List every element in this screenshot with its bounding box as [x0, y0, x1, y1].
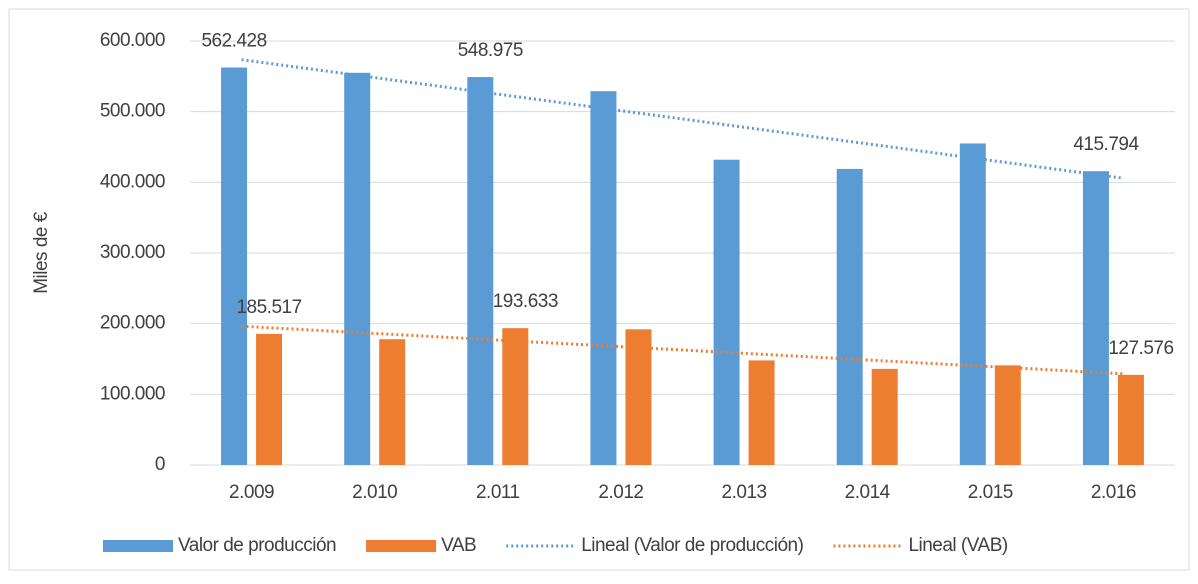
x-tick-label: 2.015 [968, 482, 1013, 503]
data-label: 193.633 [493, 291, 558, 312]
bar [748, 360, 775, 465]
y-tick-label: 0 [155, 454, 165, 475]
bar [467, 77, 494, 465]
y-tick-label: 300.000 [100, 242, 165, 263]
x-tick-label: 2.009 [229, 482, 274, 503]
legend-label: VAB [441, 535, 476, 556]
legend-label: Valor de producción [178, 535, 336, 556]
legend-swatch [366, 540, 437, 552]
bar [625, 329, 652, 465]
x-tick-label: 2.010 [352, 482, 397, 503]
bar [379, 339, 406, 465]
bar [1082, 171, 1109, 465]
legend-label: Lineal (VAB) [908, 535, 1007, 556]
y-tick-label: 100.000 [100, 383, 165, 404]
x-tick-label: 2.016 [1091, 482, 1136, 503]
y-tick-label: 500.000 [100, 101, 165, 122]
bar [1117, 374, 1144, 465]
x-tick-label: 2.014 [845, 482, 891, 503]
bar [221, 67, 248, 466]
y-axis-label: Miles de € [31, 211, 52, 294]
trendline [241, 324, 1124, 376]
data-label: 548.975 [458, 40, 523, 61]
bar [994, 365, 1021, 465]
y-tick-label: 400.000 [100, 171, 165, 192]
bar [959, 143, 986, 465]
x-tick-label: 2.013 [722, 482, 767, 503]
bar [590, 91, 617, 465]
legend-label: Lineal (Valor de producción) [581, 535, 803, 556]
x-tick-label: 2.011 [476, 482, 520, 503]
y-tick-label: 200.000 [100, 313, 165, 334]
data-label: 415.794 [1073, 134, 1139, 155]
bar [502, 328, 529, 465]
bar [713, 159, 740, 465]
y-tick-label: 600.000 [100, 30, 165, 51]
bar [344, 72, 371, 466]
bar [836, 168, 863, 465]
data-label: 562.428 [201, 31, 266, 52]
data-label: 185.517 [236, 297, 301, 318]
data-label: 127.576 [1108, 338, 1173, 359]
bar [256, 333, 283, 465]
trendline [241, 58, 1124, 180]
legend-swatch [103, 540, 173, 552]
x-tick-label: 2.012 [598, 482, 643, 503]
bar [871, 368, 898, 465]
